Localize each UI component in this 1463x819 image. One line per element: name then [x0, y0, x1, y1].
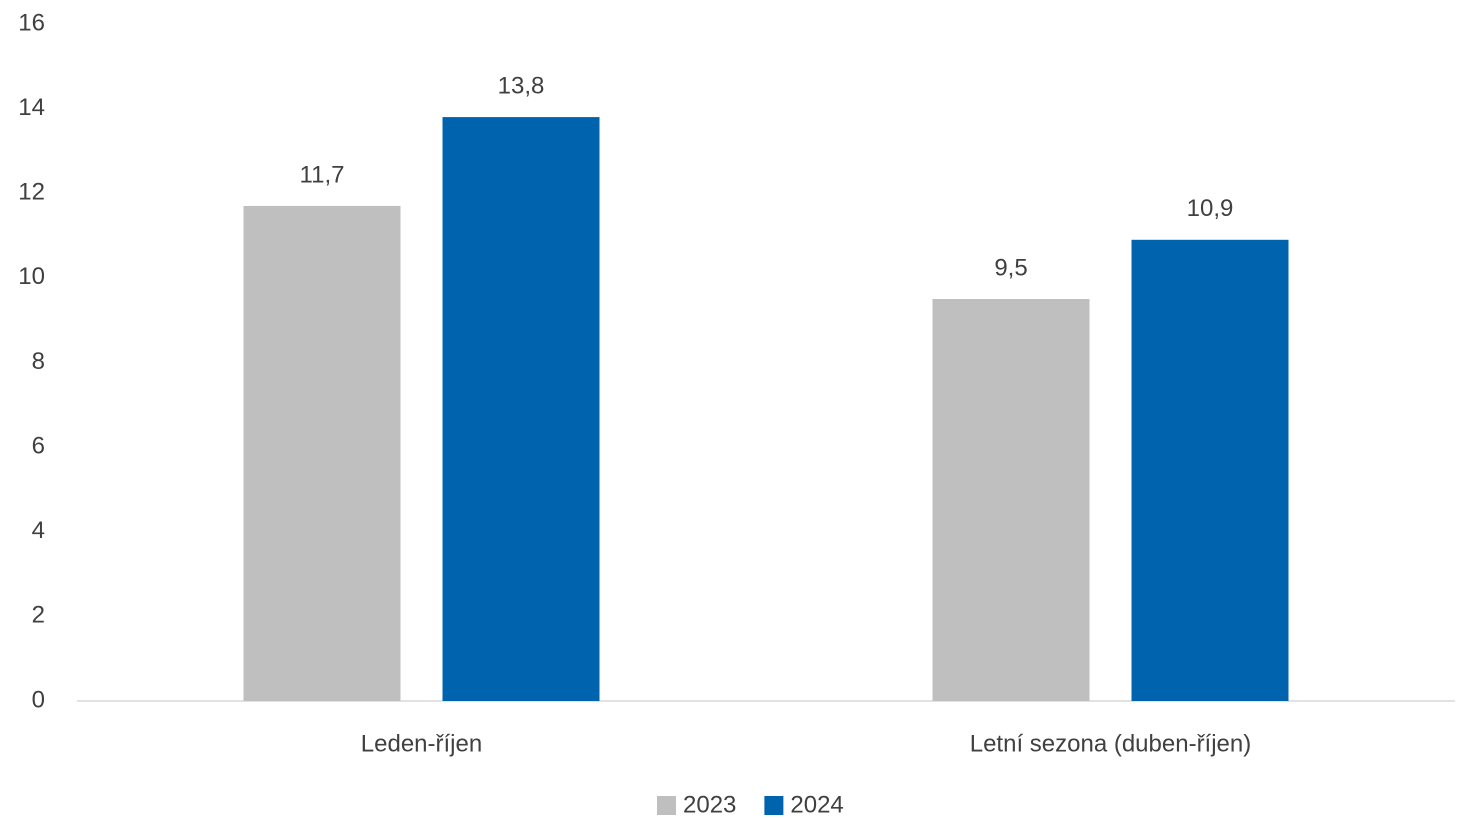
bar — [1131, 239, 1289, 701]
value-label: 9,5 — [994, 254, 1027, 281]
x-tick-label: Leden-říjen — [361, 730, 482, 757]
y-tick-label: 14 — [18, 94, 45, 121]
value-label: 13,8 — [498, 72, 545, 99]
y-tick-label: 8 — [32, 348, 45, 375]
y-tick-label: 16 — [18, 9, 45, 36]
bar — [932, 299, 1090, 701]
value-label: 11,7 — [300, 161, 345, 188]
legend-label: 2024 — [790, 791, 843, 818]
legend-swatch — [764, 796, 784, 815]
y-tick-label: 4 — [32, 517, 45, 544]
x-tick-label: Letní sezona (duben-říjen) — [970, 730, 1252, 757]
bar — [243, 205, 401, 701]
y-tick-label: 2 — [32, 602, 45, 629]
bar — [442, 117, 600, 701]
y-tick-label: 0 — [32, 686, 45, 713]
legend-swatch — [657, 796, 676, 815]
y-tick-label: 6 — [32, 432, 45, 459]
value-label: 10,9 — [1187, 195, 1234, 222]
legend-label: 2023 — [683, 791, 736, 818]
y-tick-label: 12 — [18, 179, 45, 206]
y-tick-label: 10 — [18, 263, 45, 290]
